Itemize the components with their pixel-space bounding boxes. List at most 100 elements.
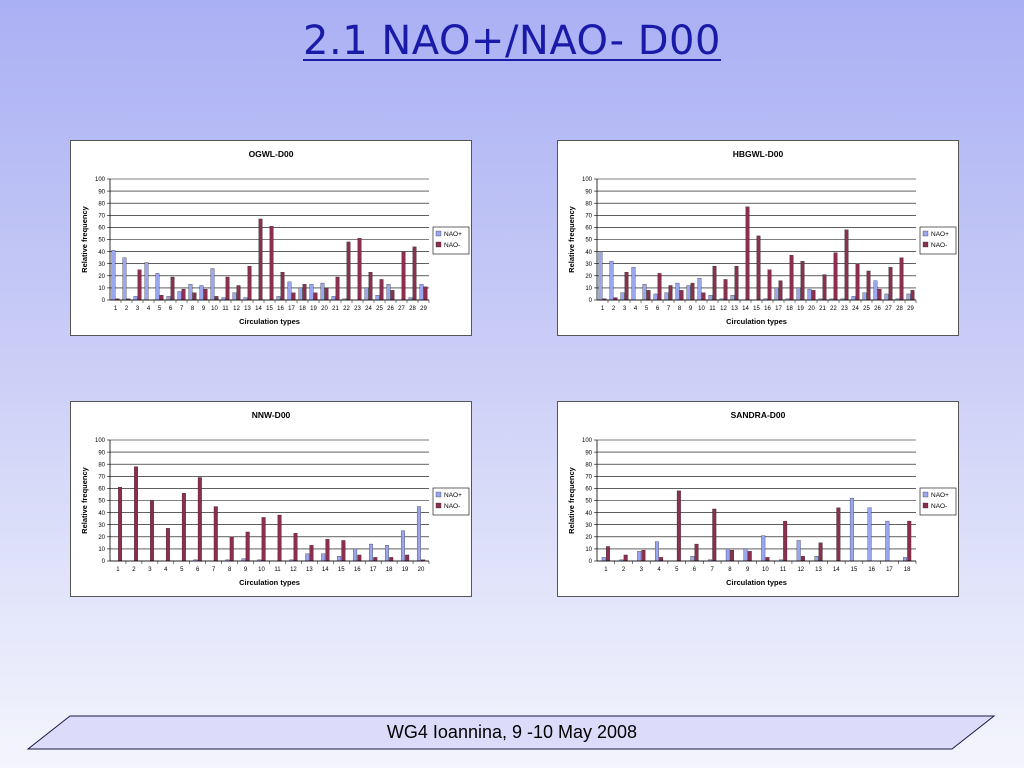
bar — [765, 557, 770, 562]
y-tick-label: 70 — [98, 214, 105, 220]
bar — [321, 553, 326, 562]
bar — [884, 293, 889, 301]
bar — [694, 543, 699, 562]
bar — [761, 535, 766, 562]
x-tick-label: 24 — [852, 306, 859, 312]
y-tick-label: 20 — [98, 535, 105, 541]
x-tick-label: 8 — [728, 567, 732, 573]
x-tick-label: 6 — [169, 306, 173, 312]
x-tick-label: 4 — [634, 306, 638, 312]
y-tick-label: 10 — [98, 286, 105, 292]
x-tick-label: 20 — [321, 306, 328, 312]
bar — [210, 268, 215, 301]
bar — [623, 554, 628, 562]
legend-label: NAO- — [931, 503, 947, 510]
x-tick-label: 27 — [398, 306, 405, 312]
bar — [903, 557, 907, 562]
legend-swatch — [435, 241, 442, 248]
x-tick-label: 19 — [310, 306, 317, 312]
bar — [309, 284, 314, 301]
x-tick-label: 16 — [868, 567, 875, 573]
x-tick-label: 11 — [222, 306, 229, 312]
y-tick-label: 60 — [585, 226, 592, 232]
bar — [368, 272, 373, 301]
y-axis-label: Relative frequency — [567, 466, 576, 534]
bar — [910, 290, 915, 301]
x-axis-label: Circulation types — [726, 317, 787, 326]
x-tick-label: 17 — [288, 306, 295, 312]
bar — [423, 286, 428, 301]
bar — [712, 508, 717, 562]
x-tick-label: 18 — [386, 567, 393, 573]
bar — [659, 557, 664, 562]
y-tick-label: 100 — [95, 438, 106, 444]
x-tick-label: 6 — [196, 567, 200, 573]
bar — [686, 285, 691, 301]
bar — [144, 262, 149, 301]
y-tick-label: 20 — [98, 274, 105, 280]
x-tick-label: 19 — [797, 306, 804, 312]
bar — [364, 287, 369, 301]
bar — [701, 292, 706, 301]
y-tick-label: 60 — [98, 487, 105, 493]
x-tick-label: 5 — [180, 567, 184, 573]
bar — [796, 287, 801, 301]
bar — [822, 274, 827, 301]
bar — [214, 296, 219, 301]
bar — [642, 284, 647, 301]
x-tick-label: 17 — [370, 567, 377, 573]
x-tick-label: 24 — [365, 306, 372, 312]
bar — [907, 520, 912, 562]
x-tick-label: 1 — [116, 567, 120, 573]
x-tick-label: 2 — [612, 306, 616, 312]
x-tick-label: 3 — [148, 567, 152, 573]
bar — [690, 282, 695, 301]
x-tick-label: 14 — [742, 306, 749, 312]
bar — [188, 284, 193, 301]
x-tick-label: 3 — [623, 306, 627, 312]
x-tick-label: 27 — [885, 306, 892, 312]
bar — [675, 282, 680, 301]
bar — [353, 548, 358, 562]
bar — [280, 272, 285, 301]
bar — [305, 553, 310, 562]
bar — [814, 556, 819, 562]
bar — [291, 292, 296, 301]
legend-swatch — [435, 230, 442, 237]
x-tick-label: 28 — [409, 306, 416, 312]
x-tick-label: 26 — [874, 306, 881, 312]
bar — [177, 291, 182, 301]
bar — [293, 533, 298, 562]
bar — [412, 246, 417, 301]
legend-label: NAO+ — [931, 231, 949, 238]
bar — [877, 288, 882, 301]
bar — [181, 288, 186, 301]
bar — [137, 269, 142, 301]
x-axis-label: Circulation types — [239, 317, 300, 326]
bar — [641, 549, 646, 562]
x-tick-label: 8 — [191, 306, 195, 312]
bar — [298, 287, 303, 301]
bar — [679, 290, 684, 301]
y-tick-label: 0 — [589, 298, 593, 304]
x-tick-label: 16 — [277, 306, 284, 312]
bar — [335, 276, 340, 301]
x-tick-label: 17 — [886, 567, 893, 573]
y-tick-label: 20 — [585, 535, 592, 541]
bar — [375, 295, 380, 301]
x-tick-label: 12 — [797, 567, 804, 573]
bar — [320, 282, 325, 301]
bar — [287, 281, 292, 301]
x-tick-label: 1 — [601, 306, 605, 312]
x-tick-label: 15 — [851, 567, 858, 573]
bar — [668, 285, 673, 301]
x-tick-label: 25 — [376, 306, 383, 312]
x-tick-label: 7 — [667, 306, 671, 312]
x-tick-label: 16 — [354, 567, 361, 573]
x-tick-label: 10 — [258, 567, 265, 573]
y-tick-label: 100 — [95, 177, 106, 183]
bar — [756, 235, 761, 301]
bar — [747, 551, 752, 562]
